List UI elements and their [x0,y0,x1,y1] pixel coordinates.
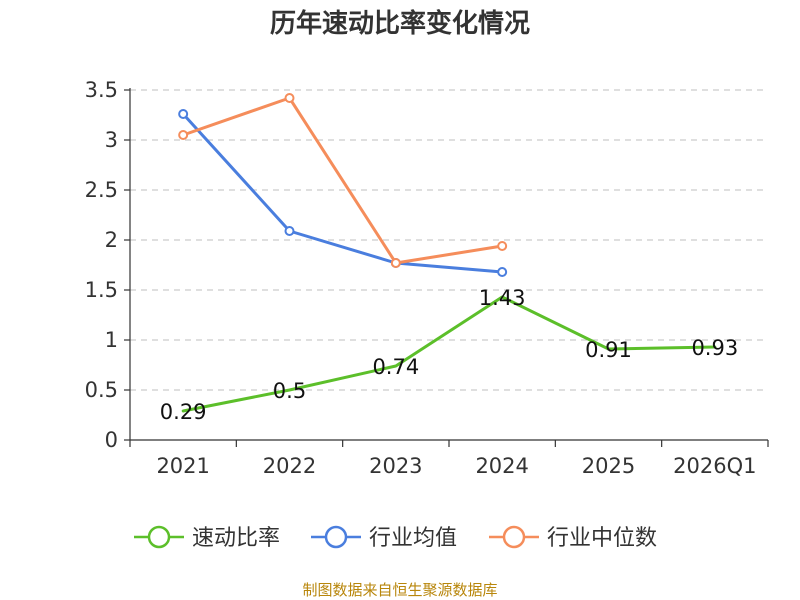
legend-marker [147,525,171,549]
x-tick-label: 2021 [156,454,209,478]
data-point [178,109,189,119]
y-tick-label: 1 [105,328,118,352]
data-point [284,93,295,103]
legend-label: 行业中位数 [547,526,657,551]
data-label: 0.5 [273,379,306,403]
grid-lines [130,89,768,391]
data-point [390,258,401,268]
data-label: 0.91 [585,338,632,362]
data-label: 0.29 [160,400,207,424]
series-line [181,112,504,274]
data-point [284,226,295,236]
data-label: 0.93 [691,336,738,360]
series-line [181,96,504,265]
series-line [181,295,717,413]
legend-label: 行业均值 [369,526,457,551]
y-tick-label: 0 [105,428,118,452]
series-quick-ratio [181,295,717,413]
series-industry-mean [178,109,508,277]
chart-title: 历年速动比率变化情况 [270,8,530,39]
legend-item[interactable]: 行业中位数 [489,525,657,551]
series-industry-median [178,93,508,268]
y-tick-label: 3.5 [85,78,118,102]
legend-marker [324,525,348,549]
data-point [497,241,508,251]
y-tick-label: 3 [105,128,118,152]
data-labels: 0.29 0.5 0.74 1.43 0.91 0.93 [160,286,738,424]
y-tick-label: 2 [105,228,118,252]
x-axis: 2021 2022 2023 2024 2025 2026Q1 [129,439,769,478]
legend-item[interactable]: 速动比率 [134,525,280,551]
source-note: 制图数据来自恒生聚源数据库 [302,581,497,599]
y-tick-label: 1.5 [85,278,118,302]
legend[interactable]: 速动比率 行业均值 行业中位数 [134,525,657,551]
y-tick-label: 0.5 [85,378,118,402]
x-tick-label: 2024 [475,454,528,478]
x-tick-label: 2025 [582,454,635,478]
data-point [178,130,189,140]
data-label: 1.43 [479,286,526,310]
data-label: 0.74 [372,355,419,379]
legend-item[interactable]: 行业均值 [311,525,457,551]
legend-label: 速动比率 [192,526,280,551]
y-tick-label: 2.5 [85,178,118,202]
x-tick-label: 2023 [369,454,422,478]
x-tick-label: 2026Q1 [673,454,756,478]
x-tick-label: 2022 [263,454,316,478]
data-point [497,267,508,277]
series-layer [178,93,717,413]
legend-marker [502,525,526,549]
y-axis: 0 0.5 1 1.5 2 2.5 3 3.5 [85,78,131,452]
